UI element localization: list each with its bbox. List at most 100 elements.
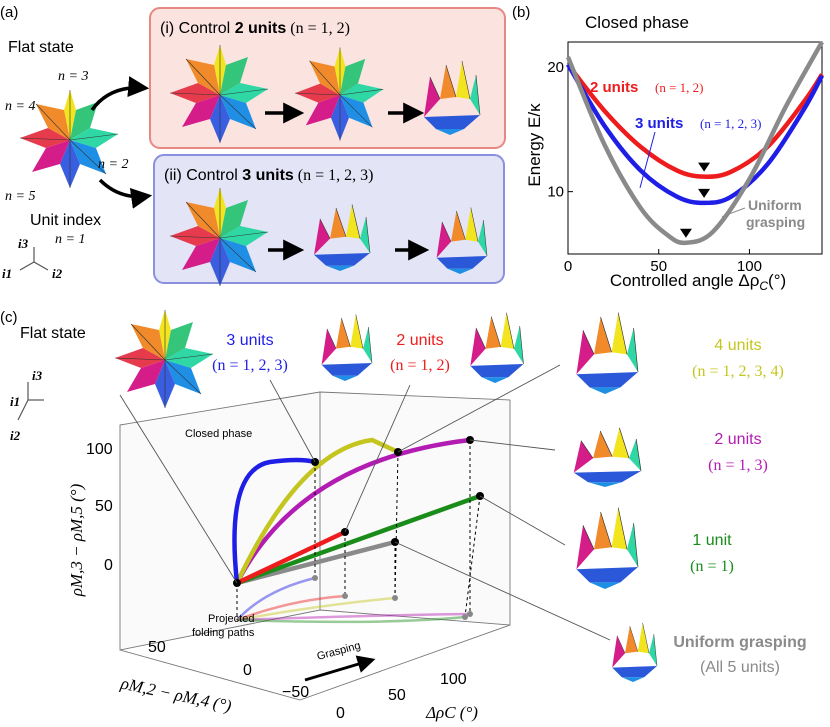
c-legend-2units-13: 2 units xyxy=(714,431,761,448)
energy-chart: 0 50 100 10 20 xyxy=(547,40,824,275)
model-1unit xyxy=(576,507,639,590)
y-tick-0: 0 xyxy=(243,662,252,679)
x-axis-label: ΔρC (°) xyxy=(425,703,478,722)
panel-c-label: (c) xyxy=(0,309,18,326)
unit-label-n5: n = 5 xyxy=(5,189,35,204)
legend-b-3units-detail: (n = 1, 2, 3) xyxy=(700,116,762,131)
closed-phase-c-label: Closed phase xyxy=(185,428,252,440)
path-3units xyxy=(232,457,318,586)
projected-label-1: Projected xyxy=(208,613,254,625)
y-ticks: 50 0 −50 xyxy=(148,639,309,701)
chart-b-ylabel: Energy E/κ xyxy=(525,103,544,187)
axis-i2-c: i2 xyxy=(10,428,21,443)
c-legend-4units: 4 units xyxy=(714,337,761,354)
axis-i1-c: i1 xyxy=(10,394,20,409)
c-legend-1unit: 1 unit xyxy=(692,532,732,549)
panel-a-label: (a) xyxy=(0,4,18,21)
x-tick-50: 50 xyxy=(388,687,406,704)
proj-path-3units xyxy=(236,576,316,621)
series-line-2 xyxy=(565,40,824,246)
flat-state-c-title: Flat state xyxy=(20,325,86,342)
proj-path-1unit xyxy=(236,615,466,624)
box-ii-title: (ii) Control 3 units (n = 1, 2, 3) xyxy=(164,167,373,184)
c-legend-1unit-detail: (n = 1) xyxy=(690,558,734,575)
c-legend-2units-13-detail: (n = 1, 3) xyxy=(708,457,768,474)
legend-b-2units-detail: (n = 1, 2) xyxy=(655,80,704,95)
axis-triad-a: i3 i1 i2 xyxy=(2,236,63,281)
min-marker-0 xyxy=(698,162,711,172)
projected-label-2: folding paths xyxy=(192,627,255,639)
panel-b-label: (b) xyxy=(512,4,530,21)
y-axis-label: ρM,2 − ρM,4 (°) xyxy=(118,673,233,715)
model-uniform xyxy=(611,622,658,683)
y-tick-label: 10 xyxy=(547,184,564,201)
legend-b-3units: 3 units xyxy=(635,115,683,132)
leader-lines xyxy=(119,364,611,641)
chart-b-frame xyxy=(567,41,823,255)
proj-path-4units xyxy=(236,596,396,622)
grasping-label: Grasping xyxy=(316,640,362,663)
c-legend-uniform: Uniform grasping xyxy=(673,634,806,651)
x-tick-100: 100 xyxy=(440,671,467,688)
axis-i1-a: i1 xyxy=(2,266,12,281)
flat-state-title: Flat state xyxy=(8,39,74,56)
unit-index-label: Unit index xyxy=(30,212,101,229)
series-line-0 xyxy=(566,63,824,179)
path-1unit xyxy=(234,493,483,586)
legend-b-2units: 2 units xyxy=(590,79,638,96)
arrow-to-box-i xyxy=(90,76,150,112)
legend-b-uniform: Uniform xyxy=(748,197,802,213)
x-tick-label: 100 xyxy=(737,258,762,275)
z-axis-label: ρM,3 − ρM,5 (°) xyxy=(67,483,86,597)
x-ticks: 0 50 100 xyxy=(336,671,467,722)
c-legend-3units: 3 units xyxy=(226,332,273,349)
axis-i3-a: i3 xyxy=(18,236,29,251)
z-tick-0: 0 xyxy=(104,557,113,574)
c-legend-uniform-detail: (All 5 units) xyxy=(700,659,780,676)
model-2units-12 xyxy=(470,312,524,384)
c-legend-4units-detail: (n = 1, 2, 3, 4) xyxy=(692,363,784,380)
c-legend-3units-detail: (n = 1, 2, 3) xyxy=(212,357,288,374)
z-ticks: 100 50 0 xyxy=(86,441,113,574)
c-legend-2units-12: 2 units xyxy=(396,332,443,349)
path-2units-13 xyxy=(234,437,473,586)
projected-paths xyxy=(236,576,471,624)
plot-3d-box xyxy=(119,391,511,701)
c-legend-2units-12-detail: (n = 1, 2) xyxy=(390,357,450,374)
path-endpoints xyxy=(233,436,484,620)
box-i-title: (i) Control 2 units (n = 1, 2) xyxy=(160,20,350,37)
unit-label-n3: n = 3 xyxy=(58,69,88,84)
unit-label-n4: n = 4 xyxy=(5,99,35,114)
leader-3units xyxy=(639,131,656,189)
y-tick-50: 50 xyxy=(148,639,166,656)
panel-c-legend: 3 units (n = 1, 2, 3) 2 units (n = 1, 2)… xyxy=(212,332,807,676)
legend-b-uniform-2: grasping xyxy=(746,214,805,230)
unit-index-n1: n = 1 xyxy=(55,232,85,247)
y-tick-label: 20 xyxy=(547,59,564,76)
x-tick-label: 50 xyxy=(650,258,667,275)
model-3units xyxy=(321,314,373,382)
axis-triad-c: i3 i1 i2 xyxy=(10,368,44,443)
unit-label-n2: n = 2 xyxy=(98,157,128,172)
model-4units xyxy=(576,312,639,395)
arrow-to-box-ii xyxy=(98,178,153,209)
chart-b-xlabel: Controlled angle ΔρC(°) xyxy=(610,271,786,293)
model-2units-13 xyxy=(573,427,642,488)
series-line-1 xyxy=(566,63,824,206)
flat-star-c xyxy=(114,309,214,409)
x-tick-label: 0 xyxy=(564,258,572,275)
axis-i2-a: i2 xyxy=(52,266,63,281)
z-tick-100: 100 xyxy=(86,441,113,458)
min-marker-2 xyxy=(679,228,692,238)
path-4units xyxy=(234,437,401,586)
chart-b-title: Closed phase xyxy=(585,13,689,32)
folding-paths xyxy=(232,437,483,586)
path-2units-12 xyxy=(234,529,348,586)
x-tick-0: 0 xyxy=(336,705,345,722)
min-marker-1 xyxy=(698,188,711,198)
axis-i3-c: i3 xyxy=(32,368,43,383)
proj-path-2units-12 xyxy=(236,594,346,622)
proj-path-2units-13 xyxy=(236,612,471,622)
z-tick-50: 50 xyxy=(95,498,113,515)
